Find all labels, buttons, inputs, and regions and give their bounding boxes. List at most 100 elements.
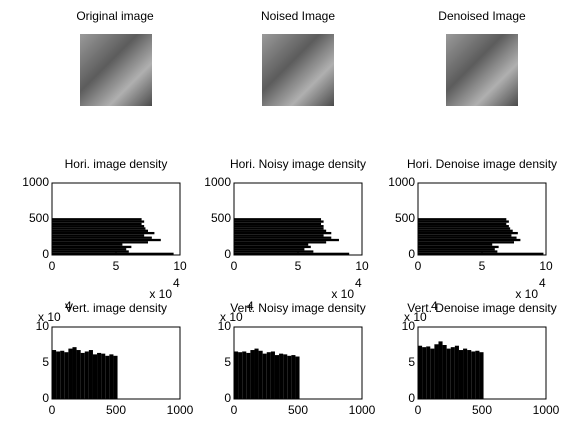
x-tick-label: 1000 <box>349 403 376 417</box>
density-bar <box>267 352 271 399</box>
density-bar <box>52 243 122 245</box>
density-bar <box>101 354 105 399</box>
density-bar <box>234 241 326 243</box>
axis-exponent: 4 <box>355 276 362 290</box>
density-bar <box>105 356 109 399</box>
density-bar <box>97 353 101 399</box>
y-tick-label: 5 <box>224 355 231 369</box>
x-tick-label: 0 <box>231 403 238 417</box>
density-bar <box>254 349 258 399</box>
y-tick-label: 0 <box>224 391 231 405</box>
density-bar <box>418 220 509 222</box>
image-title: Denoised Image <box>438 9 526 23</box>
y-tick-label: 500 <box>29 211 49 225</box>
density-bar <box>89 350 93 399</box>
density-bar <box>430 349 434 399</box>
figure: Original image Noised Image Denoised Ima… <box>0 0 587 421</box>
density-bar <box>234 239 339 241</box>
y-tick-label: 0 <box>408 391 415 405</box>
density-bar <box>52 232 154 234</box>
chart-title: Vert. image density <box>65 301 167 315</box>
density-bar <box>418 223 506 225</box>
density-bar <box>426 346 430 399</box>
density-bar <box>52 250 129 252</box>
density-bar <box>418 346 422 399</box>
y-tick-label: 0 <box>42 247 49 261</box>
chart-title: Hori. image density <box>65 157 168 171</box>
density-bar <box>422 347 426 399</box>
density-bar <box>271 351 275 399</box>
density-bar <box>263 354 267 399</box>
image <box>80 34 152 106</box>
density-bar <box>85 351 89 399</box>
density-bar <box>275 355 279 399</box>
axis-exponent: 4 <box>65 299 72 313</box>
density-bar <box>109 354 113 399</box>
density-bar <box>418 237 517 239</box>
axis-exponent: 4 <box>431 299 438 313</box>
density-bar <box>93 354 97 399</box>
x-tick-label: 5 <box>479 259 486 273</box>
density-bar <box>434 344 438 399</box>
density-bar <box>479 352 483 399</box>
density-bar <box>52 218 142 220</box>
density-bar <box>295 357 299 399</box>
axis-exponent: 4 <box>173 276 180 290</box>
density-bar <box>418 239 520 241</box>
y-tick-label: 0 <box>224 247 231 261</box>
density-bar <box>418 234 511 236</box>
y-tick-label: 1000 <box>22 175 49 189</box>
density-bar <box>52 220 144 222</box>
density-bar <box>52 239 161 241</box>
density-bar <box>234 250 313 252</box>
density-bar <box>291 355 295 399</box>
axis-multiplier: x 10 <box>149 287 172 301</box>
x-tick-label: 10 <box>355 259 369 273</box>
density-bar <box>234 237 331 239</box>
density-bar <box>459 350 463 399</box>
density-bar <box>418 227 510 229</box>
density-bar <box>68 349 72 399</box>
image-title: Original image <box>76 9 154 23</box>
density-bar <box>443 345 447 399</box>
chart-title: Hori. Noisy image density <box>230 157 366 171</box>
density-bar <box>418 225 509 227</box>
density-bar <box>234 248 304 250</box>
axis-multiplier: x 10 <box>38 310 61 324</box>
density-bar <box>234 351 238 399</box>
density-bar <box>64 352 68 399</box>
x-tick-label: 0 <box>49 403 56 417</box>
density-bar <box>471 351 475 399</box>
density-bar <box>418 248 495 250</box>
density-bar <box>418 232 518 234</box>
y-tick-label: 5 <box>408 355 415 369</box>
density-bar <box>234 227 324 229</box>
density-bar <box>242 351 246 399</box>
density-bar <box>234 246 311 248</box>
axis-multiplier: x 10 <box>404 310 427 324</box>
x-tick-label: 0 <box>49 259 56 273</box>
density-bar <box>72 347 76 399</box>
density-bar <box>418 243 492 245</box>
x-tick-label: 10 <box>539 259 553 273</box>
density-bar <box>234 218 321 220</box>
density-bar <box>451 347 455 399</box>
density-bar <box>250 350 254 399</box>
x-tick-label: 5 <box>295 259 302 273</box>
density-bar <box>52 350 56 399</box>
x-tick-label: 0 <box>415 403 422 417</box>
density-bar <box>52 248 126 250</box>
density-bar <box>418 218 506 220</box>
density-bar <box>418 230 513 232</box>
density-bar <box>52 246 131 248</box>
density-bar <box>81 353 85 399</box>
density-bar <box>113 356 117 399</box>
x-tick-label: 5 <box>113 259 120 273</box>
density-bar <box>234 234 324 236</box>
y-tick-label: 1000 <box>204 175 231 189</box>
density-bar <box>418 246 499 248</box>
density-bar <box>52 223 142 225</box>
y-tick-label: 0 <box>408 247 415 261</box>
y-tick-label: 500 <box>211 211 231 225</box>
y-tick-label: 5 <box>42 355 49 369</box>
